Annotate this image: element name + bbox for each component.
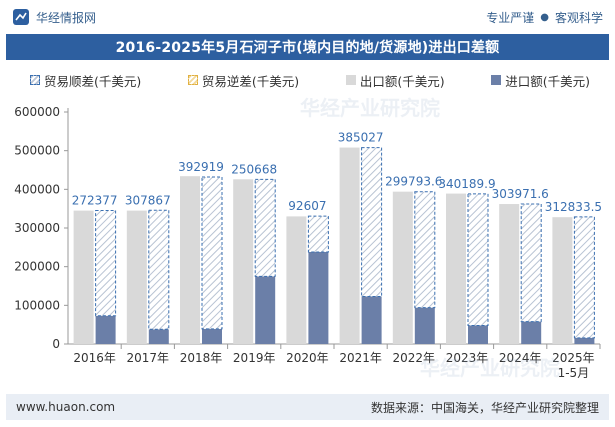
x-tick-label: 2021年 bbox=[339, 351, 382, 365]
data-label: 307867 bbox=[125, 193, 171, 207]
surplus-bar bbox=[520, 203, 542, 323]
data-label: 272377 bbox=[72, 193, 118, 207]
data-label: 340189.9 bbox=[438, 177, 495, 191]
legend-item-import: 进口额(千美元) bbox=[491, 71, 590, 90]
surplus-bar bbox=[201, 176, 223, 330]
export-bar bbox=[392, 191, 413, 344]
data-label: 392919 bbox=[178, 160, 224, 174]
legend-label-export: 出口额(千美元) bbox=[359, 73, 445, 89]
y-tick-label: 600000 bbox=[14, 105, 60, 119]
legend-label-surplus: 贸易顺差(千美元) bbox=[44, 73, 142, 89]
import-bar bbox=[414, 307, 435, 344]
data-label: 92607 bbox=[288, 199, 326, 213]
footer-website: www.huaon.com bbox=[16, 400, 116, 414]
export-bar bbox=[446, 193, 466, 344]
legend-label-deficit: 贸易逆差(千美元) bbox=[201, 73, 300, 89]
chart-title: 2016-2025年5月石河子市(境内目的地/货源地)进出口差额 bbox=[6, 34, 609, 60]
data-label: 385027 bbox=[338, 131, 384, 145]
chart-legend: 贸易顺差(千美元) 贸易逆差(千美元) 出口额(千美元) 进口额(千美元) bbox=[30, 70, 590, 90]
y-tick-label: 200000 bbox=[14, 260, 60, 274]
surplus-bar bbox=[307, 215, 329, 253]
export-bar bbox=[339, 147, 360, 344]
y-tick-label: 500000 bbox=[14, 144, 60, 158]
x-tick-label: 2023年 bbox=[446, 351, 489, 365]
import-bar bbox=[95, 315, 116, 344]
export-bar bbox=[126, 210, 147, 344]
import-bar bbox=[308, 251, 329, 344]
data-label: 312833.5 bbox=[545, 200, 602, 214]
import-bar bbox=[255, 276, 276, 344]
header-bar: 华经情报网 专业严谨 ● 客观科学 bbox=[0, 0, 615, 34]
y-tick-label: 400000 bbox=[14, 182, 60, 196]
data-label: 250668 bbox=[231, 162, 277, 176]
y-tick-label: 0 bbox=[52, 337, 60, 351]
x-tick-label: 2017年 bbox=[127, 351, 170, 365]
surplus-bar bbox=[95, 209, 117, 317]
import-bar bbox=[202, 328, 222, 344]
tag-objective: 客观科学 bbox=[554, 10, 603, 25]
logo-icon bbox=[13, 9, 29, 25]
legend-item-export: 出口额(千美元) bbox=[345, 71, 445, 90]
footer-source: 数据来源：中国海关，华经产业研究院整理 bbox=[370, 400, 599, 415]
y-tick-label: 100000 bbox=[14, 298, 60, 312]
legend-swatch-surplus bbox=[30, 75, 40, 85]
import-bar bbox=[574, 337, 595, 344]
legend-swatch-deficit bbox=[187, 75, 198, 85]
legend-label-import: 进口额(千美元) bbox=[505, 73, 590, 89]
x-tick-label: 2020年 bbox=[286, 351, 329, 365]
surplus-bar bbox=[254, 178, 276, 277]
x-tick-label: 2022年 bbox=[393, 351, 436, 365]
export-bar bbox=[552, 217, 573, 344]
import-bar bbox=[521, 321, 542, 344]
x-tick-label: 2024年 bbox=[499, 351, 542, 365]
data-label: 299793.6 bbox=[385, 175, 442, 189]
data-label: 303971.6 bbox=[492, 187, 549, 201]
import-bar bbox=[468, 325, 488, 344]
surplus-bar bbox=[467, 193, 489, 326]
brand: 华经情报网 bbox=[12, 8, 96, 26]
surplus-bar bbox=[573, 216, 595, 339]
export-bar bbox=[233, 179, 254, 344]
x-tick-label: 2018年 bbox=[180, 351, 223, 365]
export-bar bbox=[73, 210, 94, 344]
legend-item-surplus: 贸易顺差(千美元) bbox=[30, 71, 141, 90]
header-tags: 专业严谨 ● 客观科学 bbox=[486, 9, 603, 26]
footer-bar: www.huaon.com 数据来源：中国海关，华经产业研究院整理 bbox=[6, 394, 609, 420]
x-tick-label: 1-5月 bbox=[558, 366, 590, 380]
surplus-bar bbox=[361, 147, 383, 297]
x-tick-label: 2025年 bbox=[552, 351, 595, 365]
export-bar bbox=[499, 204, 520, 344]
surplus-bar bbox=[148, 209, 170, 330]
import-bar bbox=[148, 329, 169, 344]
surplus-bar bbox=[414, 191, 436, 309]
legend-item-deficit: 贸易逆差(千美元) bbox=[187, 71, 300, 90]
x-tick-label: 2016年 bbox=[73, 351, 116, 365]
export-bar bbox=[286, 216, 307, 344]
legend-swatch-export bbox=[345, 75, 356, 85]
import-bar bbox=[361, 296, 382, 344]
x-tick-label: 2019年 bbox=[233, 351, 276, 365]
separator-dot-icon: ● bbox=[540, 11, 549, 23]
legend-swatch-import bbox=[491, 75, 502, 85]
brand-name: 华经情报网 bbox=[36, 10, 97, 25]
y-tick-label: 300000 bbox=[14, 221, 60, 235]
tag-professional: 专业严谨 bbox=[486, 10, 535, 25]
export-bar bbox=[180, 176, 200, 344]
